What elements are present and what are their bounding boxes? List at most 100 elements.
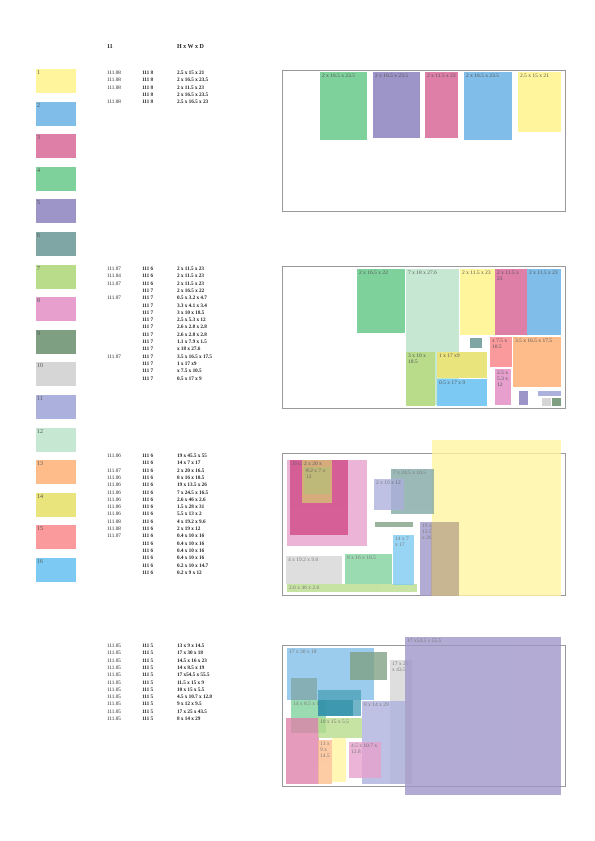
row-ref: 111.08 — [107, 77, 121, 84]
color-swatch — [36, 395, 76, 419]
row-dimensions: 4 x 19.2 x 9.6 — [177, 518, 206, 525]
row-dimensions: 9 x 12 x 9.5 — [177, 701, 202, 708]
row-dimensions: x 7.5 x 10.5 — [177, 368, 202, 375]
color-swatch — [36, 329, 76, 354]
swatch-label: 4 — [37, 167, 40, 174]
row-code: 111 6 — [142, 547, 154, 554]
swatch-label: 14 — [37, 493, 43, 500]
box-label: 7 x 18 x 27.6 — [408, 270, 437, 276]
row-dimensions: 3.5 x 16.5 x 17.5 — [177, 353, 213, 360]
row-code: 111 5 — [142, 643, 154, 649]
row-code: 111 6 — [142, 482, 154, 489]
swatch-label: 11 — [37, 396, 43, 402]
box-label: 2 x 16.5 x 23.5 — [466, 73, 499, 79]
item-box: 4 x 19.2 x 9.6 — [286, 556, 342, 584]
item-box: 2.6 x 46 x 2.6 — [287, 584, 417, 592]
box-label: 10 x 15 x 5.5 — [320, 719, 349, 725]
item-box — [291, 678, 317, 700]
row-code: 111 6 — [142, 562, 154, 569]
swatch-label: 8 — [37, 298, 40, 305]
row-dimensions: 11.5 x 15 x 9 — [177, 679, 204, 686]
row-dimensions: 2 x 11.5 x 23 — [177, 273, 204, 280]
item-box: 2 x 16.5 x 23.5 — [464, 72, 512, 140]
item-box: 2 x 11.5 x 23 — [460, 269, 495, 335]
color-swatch — [36, 166, 76, 191]
row-dimensions: 2 x 11.5 x 23 — [177, 280, 204, 287]
row-ref: 111.05 — [107, 716, 121, 722]
row-code: 111 6 — [142, 467, 154, 474]
box-label: x 7.5 x 10.5 — [492, 338, 508, 350]
item-box: 8.2 x 7 x 12 — [304, 467, 330, 494]
row-code: 111 6 — [142, 526, 154, 532]
row-ref: 111.08 — [107, 526, 121, 532]
row-code: 111 8 — [142, 99, 154, 106]
swatch-label: 9 — [37, 330, 40, 337]
row-code: 111 6 — [142, 540, 154, 547]
row-dimensions: 13 x 9 x 14.5 — [177, 643, 205, 649]
row-dimensions: 3 x 10 x 18.5 — [177, 309, 205, 316]
color-swatch — [36, 362, 76, 387]
row-dimensions: 8 x 16 x 10.5 — [177, 474, 205, 481]
row-dimensions: 0.5 x 17 x 9 — [177, 375, 202, 382]
box-label: 8 x 16 x 10.5 — [347, 555, 376, 561]
color-swatch — [36, 134, 76, 159]
item-box: 2 x 11.5 x 23 — [495, 269, 527, 335]
row-dimensions: 14 x 7 x 17 — [177, 460, 201, 467]
box-label: 2 x 16.5 x 23.5 — [375, 73, 408, 79]
row-code: 111 5 — [142, 716, 154, 722]
row-ref: 111.06 — [107, 504, 121, 511]
row-code: 111 5 — [142, 650, 154, 657]
color-swatch — [36, 264, 76, 289]
row-code: 111 6 — [142, 569, 154, 576]
row-ref: 111.07 — [107, 533, 121, 540]
box-label: 1 x 17 x9 — [439, 353, 460, 359]
row-dimensions: 1.1 x 7.9 x 1.5 — [177, 339, 207, 345]
box-label: 4.5 x 10.7 x 12.8 — [351, 743, 378, 755]
box-label: 4 x 19.2 x 9.6 — [288, 557, 319, 563]
row-dimensions: 10 x 15 x 5.5 — [177, 686, 205, 693]
swatch-label: 13 — [37, 461, 43, 468]
item-box: 2.5 x 15 x 21 — [518, 72, 561, 132]
swatch-label: 10 — [37, 363, 43, 370]
color-swatch — [36, 427, 76, 452]
row-code: 111 5 — [142, 657, 154, 664]
item-box — [538, 391, 561, 396]
row-ref: 111.05 — [107, 664, 121, 671]
item-box — [318, 700, 353, 716]
row-ref: 111.08 — [107, 70, 121, 76]
row-code: 111 7 — [142, 302, 154, 309]
row-code: 111 8 — [142, 77, 154, 84]
item-box — [350, 652, 387, 680]
row-code: 111 6 — [142, 496, 154, 503]
row-dimensions: x 18 x 27.6 — [177, 346, 201, 353]
row-code: 111 6 — [142, 504, 154, 511]
row-code: 111 6 — [142, 533, 154, 540]
box-label: 3 x 10 x 18.5 — [408, 353, 426, 365]
item-box — [470, 338, 482, 348]
row-ref: 111.06 — [107, 496, 121, 503]
row-dimensions: 2.5 x 5.3 x 12 — [177, 317, 206, 324]
row-code: 111 6 — [142, 555, 154, 562]
row-code: 111 7 — [142, 295, 154, 302]
item-box: 19 x 13.5 x 26 — [420, 522, 432, 596]
box-label: 13 x 9 x 14.5 — [320, 741, 330, 759]
box-label: 0.5 x 17 x 9 — [439, 380, 466, 386]
row-dimensions: 17 x 25 x 43.5 — [177, 708, 207, 715]
row-code: 111 6 — [142, 453, 154, 459]
box-label: 7 x 24.5 x 16.5 — [393, 470, 426, 476]
item-box: 4.5 x 10.7 x 12.8 — [349, 742, 381, 778]
swatch-label: 3 — [37, 135, 40, 142]
column-header-dims: H x W x D — [177, 44, 204, 50]
item-box — [286, 718, 319, 784]
item-box — [552, 398, 561, 406]
row-ref: 111.06 — [107, 474, 121, 481]
box-label: 2.5 x 5.3 x 12 — [497, 370, 508, 388]
row-code: 111 7 — [142, 317, 154, 324]
row-dimensions: 2 x 16.5 x 22 — [177, 287, 205, 294]
row-code: 111 6 — [142, 280, 154, 287]
item-box: 3 x 10 x 18.5 — [406, 352, 435, 406]
color-swatch — [36, 460, 76, 485]
row-code: 111 5 — [142, 694, 154, 701]
row-code: 111 6 — [142, 273, 154, 280]
item-box: 2 x 19 x 12 — [374, 479, 404, 510]
